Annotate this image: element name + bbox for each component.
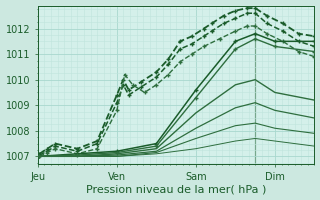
X-axis label: Pression niveau de la mer( hPa ): Pression niveau de la mer( hPa ) [86,184,266,194]
